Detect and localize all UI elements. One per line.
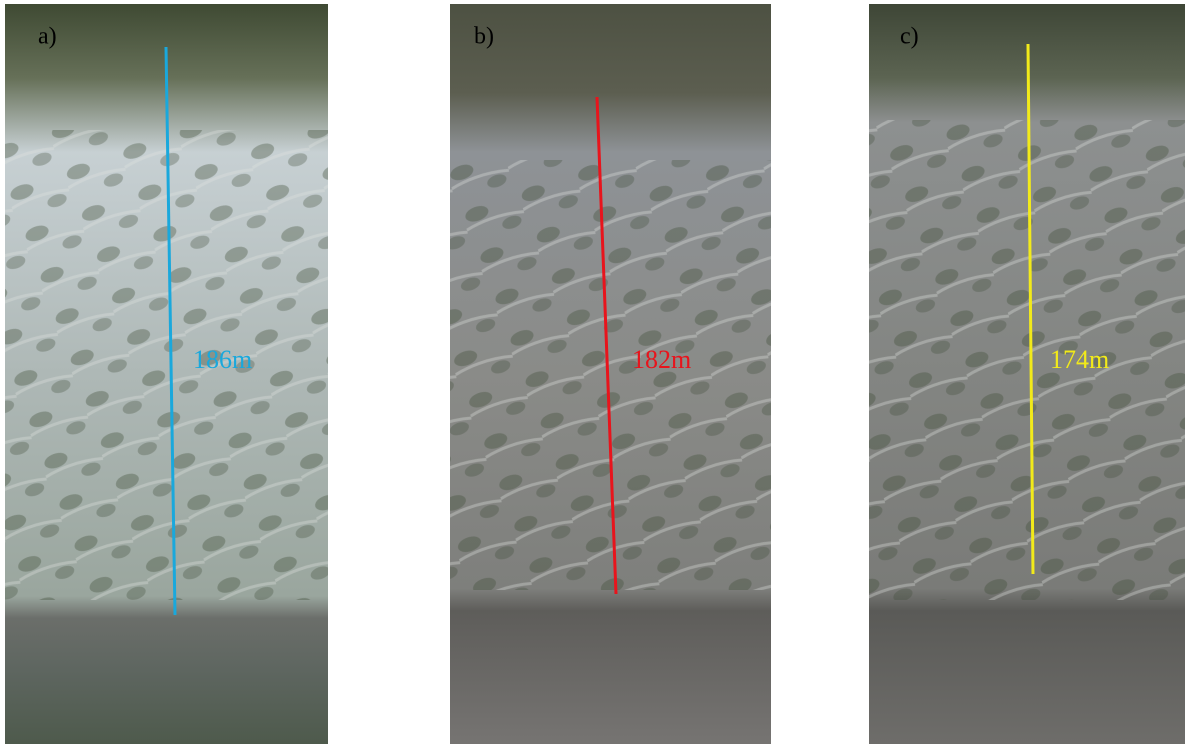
vegetation-texture [5, 130, 328, 600]
measurement-label: 186m [193, 345, 252, 374]
panel-label: b) [474, 24, 494, 50]
panel-label: a) [38, 24, 57, 50]
vegetation-texture [450, 160, 771, 590]
panel-label: c) [900, 24, 919, 50]
panel-b [450, 4, 771, 744]
panel-c [869, 4, 1185, 744]
measurement-label: 174m [1050, 345, 1109, 374]
measurement-label: 182m [632, 345, 691, 374]
vegetation-texture [869, 120, 1185, 600]
figure: a) 186m b) 182m c) 174m [0, 0, 1185, 748]
